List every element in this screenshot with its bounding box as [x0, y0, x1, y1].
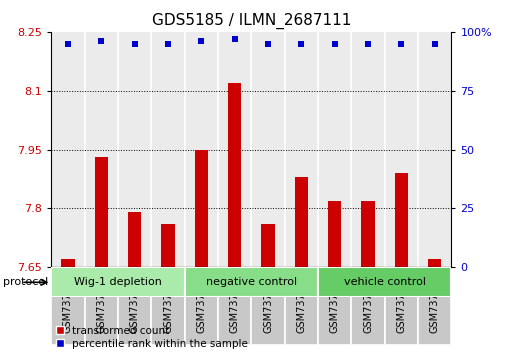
Bar [328, 201, 341, 267]
Bar [185, 267, 318, 297]
Bar [285, 32, 318, 267]
Bar [218, 32, 251, 267]
Bar [85, 32, 118, 267]
Bar [394, 173, 408, 267]
Text: GSM737542: GSM737542 [130, 274, 140, 333]
Bar [351, 32, 385, 267]
Text: GSM737545: GSM737545 [230, 274, 240, 333]
Bar [228, 83, 241, 267]
Bar [218, 267, 251, 345]
Text: GSM737537: GSM737537 [363, 274, 373, 333]
Text: GSM737536: GSM737536 [330, 274, 340, 333]
Text: protocol: protocol [3, 277, 48, 287]
Bar [418, 267, 451, 345]
Text: GSM737541: GSM737541 [96, 274, 106, 333]
Text: GSM737539: GSM737539 [430, 274, 440, 333]
Bar [251, 267, 285, 345]
Bar [318, 32, 351, 267]
Bar [361, 201, 374, 267]
Bar [94, 158, 108, 267]
Bar [428, 259, 441, 267]
Bar [385, 267, 418, 345]
Bar [51, 267, 85, 345]
Text: GSM737547: GSM737547 [297, 274, 306, 333]
Text: GSM737540: GSM737540 [63, 274, 73, 333]
Bar [51, 267, 185, 297]
Bar [185, 267, 218, 345]
Text: GSM737544: GSM737544 [196, 274, 206, 333]
Title: GDS5185 / ILMN_2687111: GDS5185 / ILMN_2687111 [152, 13, 351, 29]
Text: Wig-1 depletion: Wig-1 depletion [74, 277, 162, 287]
Bar [194, 149, 208, 267]
Bar [351, 267, 385, 345]
Bar [285, 267, 318, 345]
Legend: transformed count, percentile rank within the sample: transformed count, percentile rank withi… [56, 326, 248, 349]
Bar [151, 267, 185, 345]
Text: negative control: negative control [206, 277, 297, 287]
Bar [261, 224, 274, 267]
Bar [62, 259, 75, 267]
Bar [251, 32, 285, 267]
Bar [118, 32, 151, 267]
Bar [128, 212, 141, 267]
Bar [85, 267, 118, 345]
Text: GSM737546: GSM737546 [263, 274, 273, 333]
Bar [161, 224, 174, 267]
Text: vehicle control: vehicle control [344, 277, 426, 287]
Bar [118, 267, 151, 345]
Bar [294, 177, 308, 267]
Bar [51, 32, 85, 267]
Bar [318, 267, 451, 297]
Bar [385, 32, 418, 267]
Bar [185, 32, 218, 267]
Bar [151, 32, 185, 267]
Text: GSM737543: GSM737543 [163, 274, 173, 333]
Bar [318, 267, 351, 345]
Text: GSM737538: GSM737538 [397, 274, 406, 333]
Bar [418, 32, 451, 267]
